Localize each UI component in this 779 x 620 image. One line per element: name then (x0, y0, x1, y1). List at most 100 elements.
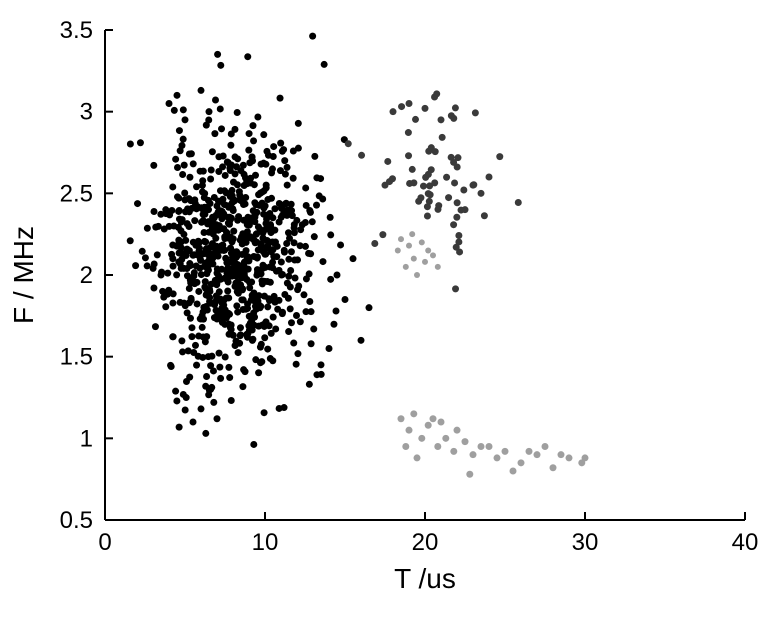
data-point (345, 140, 352, 147)
data-point (389, 175, 396, 182)
data-point (180, 265, 187, 272)
data-point (217, 375, 224, 382)
data-point (406, 427, 413, 434)
data-point (186, 285, 193, 292)
data-point (213, 221, 220, 228)
data-point (230, 267, 237, 274)
data-point (252, 303, 259, 310)
data-point (264, 196, 271, 203)
data-point (414, 272, 420, 278)
data-point (382, 182, 389, 189)
data-point (414, 454, 421, 461)
y-tick-label: 2 (80, 262, 93, 289)
data-point (239, 286, 246, 293)
data-point (241, 171, 248, 178)
data-point (215, 168, 222, 175)
data-point (327, 214, 334, 221)
data-point (225, 364, 232, 371)
data-point (246, 130, 253, 137)
data-point (300, 291, 307, 298)
data-point (243, 247, 250, 254)
x-tick-label: 40 (732, 529, 759, 556)
data-point (350, 255, 357, 262)
x-tick-label: 10 (252, 529, 279, 556)
data-point (198, 405, 205, 412)
data-point (419, 239, 425, 245)
data-point (294, 256, 301, 263)
data-point (379, 231, 386, 238)
data-point (196, 248, 203, 255)
y-tick-label: 2.5 (60, 180, 93, 207)
y-tick-label: 1 (80, 425, 93, 452)
data-point (295, 120, 302, 127)
data-point (188, 297, 195, 304)
data-point (264, 212, 271, 219)
data-point (277, 95, 284, 102)
data-point (439, 134, 446, 141)
data-point (451, 179, 458, 186)
data-point (239, 240, 246, 247)
data-point (207, 200, 214, 207)
data-point (224, 158, 231, 165)
data-point (210, 399, 217, 406)
data-point (238, 196, 245, 203)
data-point (179, 171, 186, 178)
data-point (200, 334, 207, 341)
data-point (227, 142, 234, 149)
data-point (254, 113, 261, 120)
data-point (445, 194, 452, 201)
data-point (424, 203, 431, 210)
data-point (481, 212, 488, 219)
data-point (542, 443, 549, 450)
data-point (192, 342, 199, 349)
x-tick-label: 0 (98, 529, 111, 556)
data-point (313, 202, 320, 209)
data-point (206, 387, 213, 394)
data-point (302, 219, 309, 226)
data-point (430, 252, 436, 258)
data-point (206, 286, 213, 293)
data-point (179, 348, 186, 355)
data-point (169, 183, 176, 190)
data-point (223, 269, 230, 276)
data-point (290, 340, 297, 347)
data-point (215, 209, 222, 216)
data-point (496, 153, 503, 160)
data-point (194, 203, 201, 210)
data-point (210, 215, 217, 222)
data-point (330, 321, 337, 328)
data-point (438, 116, 445, 123)
data-point (178, 142, 185, 149)
data-point (203, 373, 210, 380)
data-point (558, 451, 565, 458)
data-point (291, 224, 298, 231)
data-point (166, 223, 173, 230)
data-point (175, 195, 182, 202)
data-point (175, 258, 182, 265)
data-point (550, 464, 557, 471)
data-point (310, 326, 317, 333)
data-point (279, 309, 286, 316)
data-point (462, 206, 469, 213)
data-point (259, 262, 266, 269)
data-point (263, 182, 270, 189)
data-point (216, 364, 223, 371)
data-point (209, 148, 216, 155)
data-point (454, 163, 461, 170)
data-point (342, 296, 349, 303)
data-point (193, 183, 200, 190)
data-point (337, 241, 344, 248)
data-point (212, 277, 219, 284)
data-point (434, 206, 441, 213)
data-point (233, 163, 240, 170)
data-point (405, 152, 412, 159)
data-point (270, 314, 277, 321)
data-point (453, 214, 460, 221)
data-point (566, 454, 573, 461)
data-point (169, 333, 176, 340)
data-point (302, 308, 309, 315)
data-point (486, 443, 493, 450)
data-point (253, 209, 260, 216)
data-point (358, 152, 365, 159)
data-point (294, 350, 301, 357)
